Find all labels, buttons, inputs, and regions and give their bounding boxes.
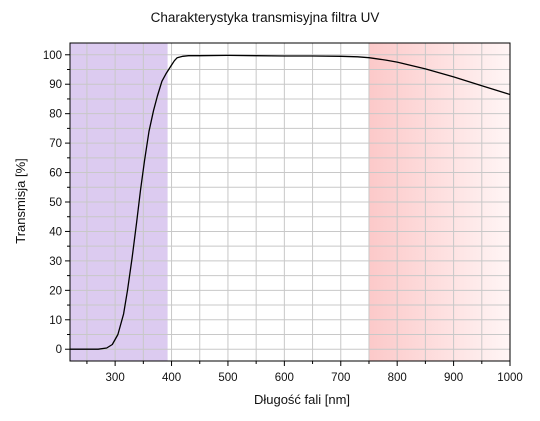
- transmission-line: [70, 54, 510, 350]
- y-tick-label: 50: [49, 197, 62, 209]
- y-tick-label: 80: [49, 109, 62, 121]
- x-axis-label: Długość fali [nm]: [254, 392, 350, 407]
- y-tick-label: 100: [43, 50, 62, 62]
- series-layer: [70, 54, 510, 350]
- x-tick-label: 600: [275, 372, 294, 384]
- axis-ticks: [65, 54, 511, 366]
- y-tick-label: 60: [49, 168, 62, 180]
- y-tick-label: 30: [49, 256, 62, 268]
- x-tick-label: 900: [444, 372, 463, 384]
- x-tick-label: 800: [388, 372, 407, 384]
- y-tick-label: 70: [49, 138, 62, 150]
- chart-title: Charakterystyka transmisyjna filtra UV: [151, 10, 380, 25]
- y-tick-label: 90: [49, 79, 62, 91]
- y-tick-label: 20: [49, 285, 62, 297]
- y-tick-label: 0: [56, 344, 62, 356]
- y-tick-label: 10: [49, 315, 62, 327]
- y-axis-label: Transmisja [%]: [13, 158, 28, 243]
- x-tick-label: 300: [106, 372, 125, 384]
- x-tick-label: 500: [218, 372, 237, 384]
- x-tick-label: 400: [162, 372, 181, 384]
- x-tick-labels: 300 400 500 600 700 800 900 1000: [106, 372, 523, 384]
- y-tick-label: 40: [49, 226, 62, 238]
- plot-frame: [69, 42, 511, 362]
- y-tick-labels: 0 10 20 30 40 50 60 70 80 90 100: [43, 50, 62, 356]
- x-tick-label: 700: [331, 372, 350, 384]
- x-tick-label: 1000: [497, 372, 523, 384]
- gridlines: [70, 43, 510, 361]
